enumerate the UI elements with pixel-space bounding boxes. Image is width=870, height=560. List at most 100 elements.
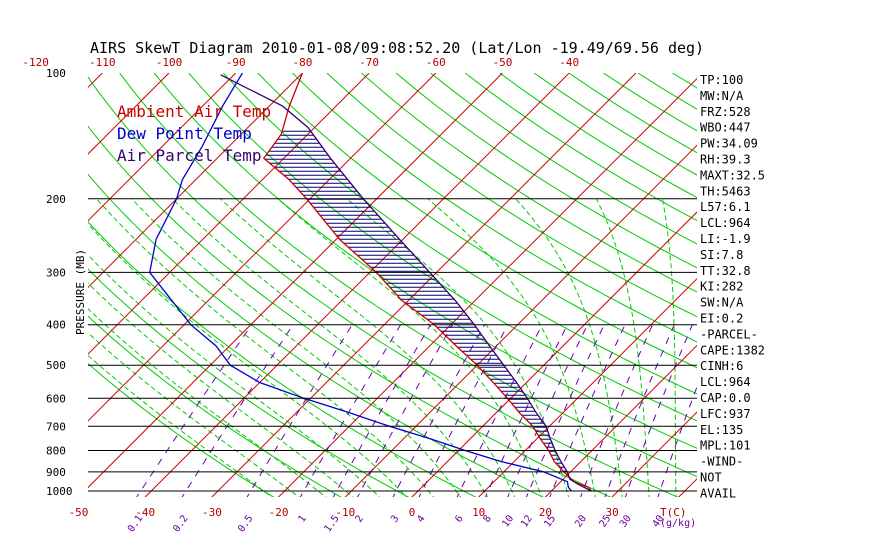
isotherm-line xyxy=(544,344,697,497)
moist-adiabat-line xyxy=(88,308,327,497)
dry-adiabat-line xyxy=(88,268,410,497)
top-temperature-tick-label: -60 xyxy=(426,56,446,69)
sounding-index-label: MPL:101 xyxy=(700,439,751,453)
mixing-ratio-line xyxy=(332,324,431,497)
moist-adiabat-line xyxy=(346,198,569,497)
sounding-index-label: RH:39.3 xyxy=(700,153,751,167)
sounding-index-label: LCL:964 xyxy=(700,375,751,389)
mixing-ratio-tick-label: 6 xyxy=(453,513,465,524)
mixing-ratio-line xyxy=(604,324,675,497)
isotherm-line xyxy=(277,77,697,497)
dry-adiabat-line xyxy=(188,73,697,422)
mixing-ratio-line xyxy=(580,324,654,497)
mixing-ratio-line xyxy=(456,324,543,497)
mixing-ratio-line xyxy=(624,324,693,497)
sounding-index-label: CAP:0.0 xyxy=(700,391,751,405)
moist-adiabat-line xyxy=(88,354,273,497)
pressure-tick-label: 100 xyxy=(46,67,66,80)
moist-adiabat-line xyxy=(131,198,462,497)
bottom-temperature-tick-label: -20 xyxy=(269,506,289,519)
sounding-index-label: AVAIL xyxy=(700,486,736,500)
moist-adiabat-line xyxy=(96,198,435,497)
pressure-tick-label: 500 xyxy=(46,359,66,372)
dry-adiabat-line xyxy=(222,73,697,395)
isotherm-line xyxy=(344,144,697,497)
isotherm-line xyxy=(611,411,697,497)
sounding-index-label: LCL:964 xyxy=(700,216,751,230)
legend-air-parcel-temp: Air Parcel Temp xyxy=(117,146,262,165)
moist-adiabat-line xyxy=(661,198,677,497)
sounding-index-label: LFC:937 xyxy=(700,407,751,421)
sounding-index-label: CAPE:1382 xyxy=(700,343,765,357)
dry-adiabat-line xyxy=(88,221,477,497)
mixing-ratio-line xyxy=(484,324,568,497)
bottom-temperature-tick-label: 10 xyxy=(472,506,485,519)
top-temperature-tick-label: -120 xyxy=(22,56,49,69)
mixing-ratio-tick-label: 1 xyxy=(296,513,308,524)
mixing-ratio-line xyxy=(136,324,252,497)
pressure-tick-label: 200 xyxy=(46,193,66,206)
y-axis-label: PRESSURE (MB) xyxy=(74,249,87,335)
isotherm-line xyxy=(88,73,237,222)
bottom-temperature-tick-label: -40 xyxy=(135,506,155,519)
sounding-index-label: SI:7.8 xyxy=(700,248,743,262)
top-temperature-tick-label: -50 xyxy=(493,56,513,69)
mixing-ratio-line xyxy=(525,324,605,497)
moist-adiabat-line xyxy=(595,198,650,497)
mixing-ratio-line xyxy=(549,324,626,497)
sounding-index-label: L57:6.1 xyxy=(700,200,751,214)
pressure-tick-label: 400 xyxy=(46,319,66,332)
dry-adiabat-line xyxy=(88,173,544,497)
dry-adiabat-line xyxy=(88,76,679,497)
mixing-ratio-unit: (g/kg) xyxy=(660,518,696,529)
top-temperature-tick-label: -100 xyxy=(156,56,183,69)
mixing-ratio-tick-label: 3 xyxy=(389,513,401,524)
isotherm-line xyxy=(88,73,503,489)
moist-adiabat-line xyxy=(88,254,381,497)
bottom-axis-unit: T(C) xyxy=(660,506,687,519)
dry-adiabat-line xyxy=(88,315,342,497)
isotherm-line xyxy=(144,73,570,497)
bottom-temperature-tick-label: 0 xyxy=(409,506,416,519)
dry-adiabat-line xyxy=(292,73,697,343)
sounding-index-label: CINH:6 xyxy=(700,359,743,373)
bottom-temperature-tick-label: -50 xyxy=(69,506,89,519)
mixing-ratio-tick-label: 2 xyxy=(354,513,366,524)
sounding-index-label: EI:0.2 xyxy=(700,312,743,326)
moist-adiabat-line xyxy=(277,198,543,497)
moist-adiabat-line xyxy=(427,198,596,497)
moist-adiabat-line xyxy=(220,198,516,497)
pressure-tick-label: 600 xyxy=(46,392,66,405)
moist-adiabat-line xyxy=(515,198,623,497)
top-temperature-tick-label: -90 xyxy=(226,56,246,69)
moist-adiabat-line xyxy=(88,332,300,497)
dry-adiabat-line xyxy=(88,125,612,497)
bottom-temperature-tick-label: 30 xyxy=(605,506,618,519)
pressure-tick-label: 900 xyxy=(46,466,66,479)
sounding-index-label: PW:34.09 xyxy=(700,137,758,151)
sounding-index-label: EL:135 xyxy=(700,423,743,437)
isobar-lines xyxy=(88,198,697,492)
legend-dew-point-temp: Dew Point Temp xyxy=(117,124,252,143)
sounding-index-label: MW:N/A xyxy=(700,89,744,103)
sounding-index-label: FRZ:528 xyxy=(700,105,751,119)
mixing-ratio-line xyxy=(657,385,697,497)
cape-hatching xyxy=(264,130,569,476)
isotherm-line xyxy=(88,73,437,422)
sounding-index-label: TT:32.8 xyxy=(700,264,751,278)
top-temperature-tick-label: -80 xyxy=(292,56,312,69)
pressure-ticks: 100 200 300 400 500 600 700 800 900 1000 xyxy=(46,67,73,498)
isotherm-line xyxy=(88,73,170,155)
mixing-ratio-tick-label: 8 xyxy=(481,513,493,524)
moist-adiabat-line xyxy=(88,282,354,497)
mixing-ratio-line xyxy=(181,324,294,497)
sounding-index-label: TH:5463 xyxy=(700,184,751,198)
sounding-index-label: SW:N/A xyxy=(700,296,744,310)
dry-adiabat-line xyxy=(361,73,697,293)
bottom-temperature-ticks: -50 -40 -30 -20 -10 0 10 20 30 xyxy=(69,506,619,519)
pressure-tick-label: 300 xyxy=(46,266,66,279)
bottom-temperature-tick-label: -10 xyxy=(335,506,355,519)
pressure-tick-label: 700 xyxy=(46,420,66,433)
dry-adiabat-line xyxy=(88,362,275,497)
grid-lines xyxy=(88,73,697,497)
